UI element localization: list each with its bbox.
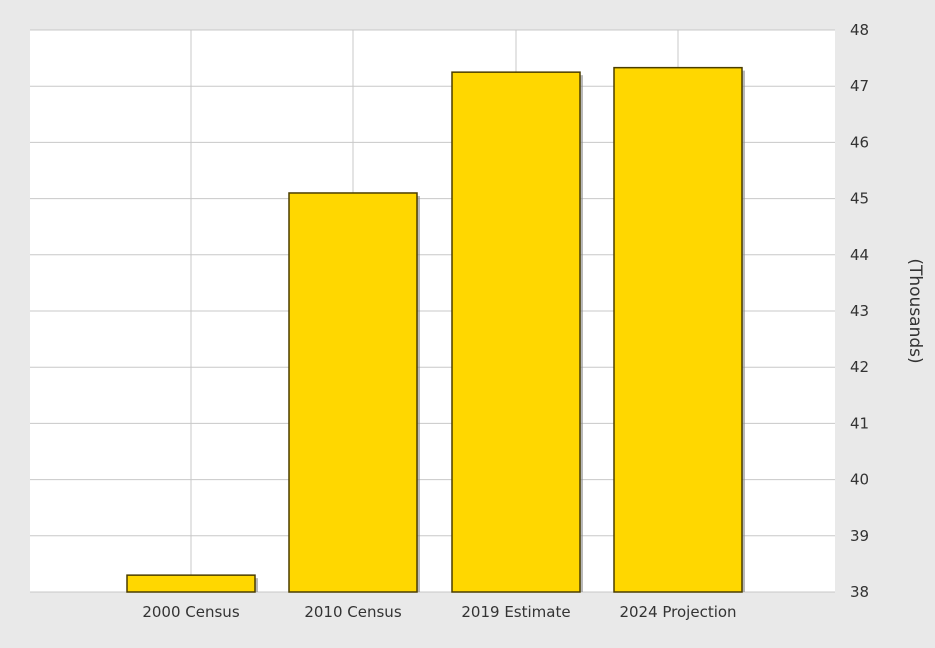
bar: [451, 71, 581, 593]
x-axis-labels: 2000 Census 2010 Census 2019 Estimate 2024 …: [142, 603, 736, 621]
y-tick-label: 47: [850, 77, 869, 95]
y-tick-label: 46: [850, 133, 869, 151]
bar: [126, 574, 256, 593]
y-tick-label: 40: [850, 471, 869, 489]
y-tick-label: 42: [850, 358, 869, 376]
bar: [613, 66, 743, 593]
y-tick-label: 45: [850, 190, 869, 208]
y-tick-label: 43: [850, 302, 869, 320]
y-axis-label: (Thousands): [905, 258, 925, 363]
x-tick-label: 2019 Estimate: [461, 603, 570, 621]
bar: [288, 192, 418, 593]
x-tick-label: 2024 Projection: [619, 603, 736, 621]
x-tick-label: 2010 Census: [304, 603, 401, 621]
x-tick-label: 2000 Census: [142, 603, 239, 621]
y-tick-label: 48: [850, 21, 869, 39]
y-axis-ticks: 38 39 40 41 42 43 44 45 46 47 48: [850, 21, 869, 601]
y-tick-label: 44: [850, 246, 869, 264]
y-tick-label: 39: [850, 527, 869, 545]
bars: [126, 66, 745, 593]
y-tick-label: 41: [850, 414, 869, 432]
y-tick-label: 38: [850, 583, 869, 601]
